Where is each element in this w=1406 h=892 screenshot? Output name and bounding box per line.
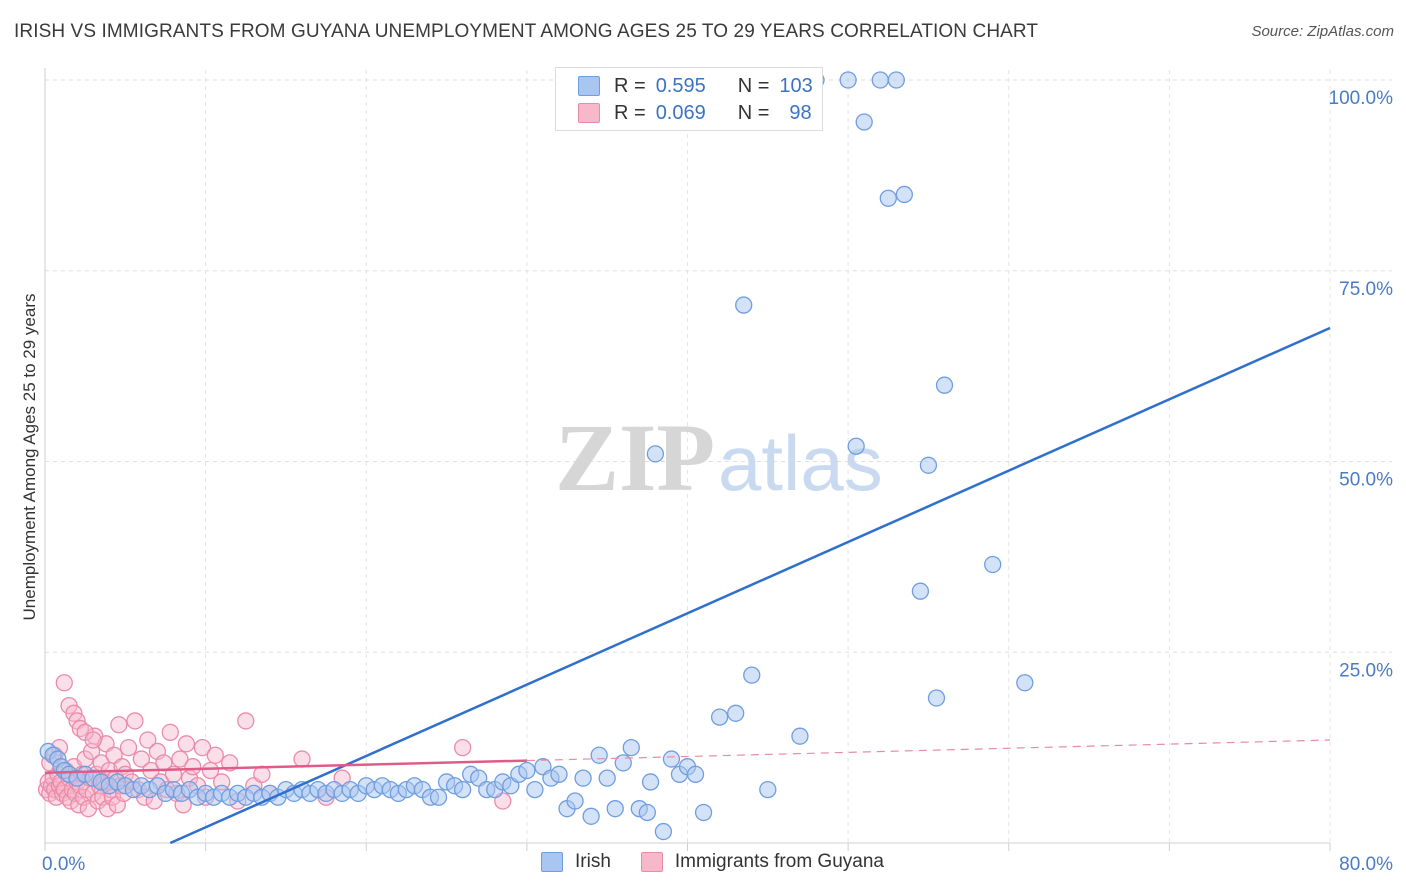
guyana-trend-line xyxy=(44,759,527,775)
irish-point xyxy=(574,769,592,787)
grid xyxy=(45,70,1392,843)
guyana-point xyxy=(132,750,151,768)
irish-point xyxy=(911,582,930,600)
guyana-point xyxy=(184,758,202,776)
watermark-zip: ZIP xyxy=(555,404,715,511)
guyana-point xyxy=(110,716,128,734)
legend-n-value: 98 xyxy=(789,101,812,124)
legend-r-value: 0.069 xyxy=(655,101,706,124)
series-legend-guyana[interactable]: Immigrants from Guyana xyxy=(640,851,884,873)
series-swatch-guyana xyxy=(640,852,663,872)
legend-row-irish: R = 0.595 N = 103 xyxy=(578,74,813,98)
guyana-point xyxy=(453,738,472,757)
irish-point xyxy=(855,113,873,131)
guyana-point xyxy=(253,765,271,783)
irish-point xyxy=(654,822,673,841)
legend-n-label: N = xyxy=(737,74,770,97)
watermark-atlas: atlas xyxy=(718,419,883,507)
guyana-point xyxy=(119,738,138,757)
series-legend: Irish Immigrants from Guyana xyxy=(541,851,914,873)
irish-points xyxy=(39,71,1034,841)
irish-point xyxy=(927,689,946,707)
irish-point xyxy=(614,754,632,772)
irish-point xyxy=(582,807,600,825)
irish-point xyxy=(984,555,1002,574)
irish-point xyxy=(1016,674,1034,692)
watermark: ZIP atlas xyxy=(555,404,883,511)
irish-point xyxy=(847,437,865,455)
irish-point xyxy=(735,296,753,314)
irish-point xyxy=(550,765,568,783)
guyana-point xyxy=(84,731,102,749)
x-tick-label-min: 0.0% xyxy=(42,854,85,875)
series-legend-irish[interactable]: Irish xyxy=(541,851,611,873)
irish-point xyxy=(622,738,640,757)
irish-point xyxy=(518,761,536,780)
irish-point xyxy=(759,780,777,799)
irish-point xyxy=(919,456,938,474)
irish-point xyxy=(453,780,472,799)
irish-point xyxy=(638,803,656,822)
y-tick-label: 75.0% xyxy=(1339,279,1393,300)
guyana-point xyxy=(161,723,179,742)
legend-n-label: N = xyxy=(737,101,770,124)
irish-point xyxy=(727,704,745,722)
irish-point xyxy=(879,189,897,207)
y-axis-label: Unemployment Among Ages 25 to 29 years xyxy=(20,294,39,621)
legend-swatch-irish xyxy=(578,76,600,96)
guyana-point xyxy=(201,761,220,780)
guyana-point xyxy=(206,746,224,764)
guyana-point xyxy=(171,750,189,768)
irish-point xyxy=(598,769,616,787)
irish-point xyxy=(839,71,857,89)
series-label-irish: Irish xyxy=(575,851,611,872)
guyana-point xyxy=(293,750,311,768)
irish-point xyxy=(710,708,729,726)
y-tick-label: 100.0% xyxy=(1329,88,1394,109)
irish-point xyxy=(743,666,761,684)
irish-point xyxy=(646,445,665,463)
irish-point xyxy=(662,750,681,768)
axes: 25.0% 50.0% 75.0% 100.0% 0.0% 80.0% xyxy=(42,68,1393,875)
irish-trend-line xyxy=(169,326,1331,845)
irish-point xyxy=(686,765,705,783)
legend-row-guyana: R = 0.069 N = 98 xyxy=(578,101,812,125)
guyana-point xyxy=(139,731,157,749)
irish-point xyxy=(791,727,809,745)
legend-n-value: 103 xyxy=(779,74,813,97)
irish-point xyxy=(590,746,608,764)
y-tick-label: 50.0% xyxy=(1339,470,1393,491)
irish-point xyxy=(694,803,713,822)
legend-swatch-guyana xyxy=(578,103,600,123)
irish-point xyxy=(606,800,624,818)
guyana-point xyxy=(177,735,196,753)
irish-point xyxy=(429,788,448,806)
legend-r-value: 0.595 xyxy=(655,74,706,97)
series-swatch-irish xyxy=(541,852,563,872)
chart-title: IRISH VS IMMIGRANTS FROM GUYANA UNEMPLOY… xyxy=(14,21,1039,42)
legend-r-label: R = xyxy=(614,74,646,97)
legend-r-label: R = xyxy=(614,101,646,124)
irish-point xyxy=(895,185,913,204)
guyana-point xyxy=(126,712,144,730)
guyana-trend-extension xyxy=(526,739,1331,762)
irish-point xyxy=(935,376,954,394)
guyana-point xyxy=(193,738,212,757)
source-label: Source: ZipAtlas.com xyxy=(1251,23,1394,40)
guyana-point xyxy=(237,712,255,730)
correlation-legend: R = 0.595 N = 103 R = 0.069 N = 98 xyxy=(555,67,823,131)
irish-point xyxy=(887,71,905,89)
irish-point xyxy=(871,71,889,89)
irish-point xyxy=(526,780,544,799)
irish-point xyxy=(641,773,660,791)
irish-point xyxy=(566,792,584,810)
series-label-guyana: Immigrants from Guyana xyxy=(674,851,884,872)
trend-lines xyxy=(44,326,1331,845)
guyana-point xyxy=(55,674,73,692)
x-tick-label-max: 80.0% xyxy=(1339,854,1393,875)
y-tick-label: 25.0% xyxy=(1339,660,1393,681)
